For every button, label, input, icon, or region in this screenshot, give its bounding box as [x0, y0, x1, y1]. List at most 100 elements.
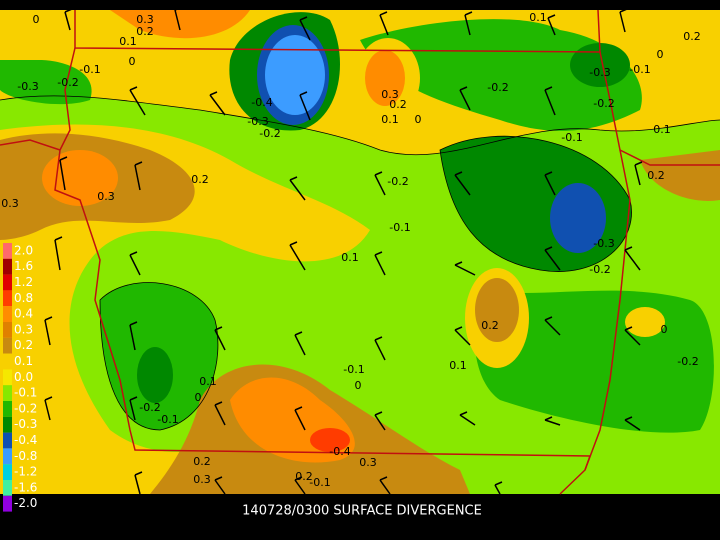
wind-barb-flag	[299, 16, 308, 21]
legend-label: -2.0	[14, 496, 37, 510]
contour-label: 0.3	[1, 197, 19, 210]
legend-swatch	[3, 258, 12, 275]
wind-barb	[44, 399, 51, 421]
wind-barb	[289, 244, 306, 271]
contour-label: -0.1	[629, 63, 650, 76]
wind-barb	[374, 254, 386, 276]
fill-green-w	[0, 60, 92, 105]
legend-swatch	[3, 306, 12, 322]
wind-barb-flag	[294, 331, 303, 336]
legend-label: 0.1	[14, 354, 33, 368]
fill-blue-east	[550, 183, 606, 253]
wind-barb-flag	[544, 86, 553, 91]
wind-barb-flag	[129, 396, 138, 401]
wind-barb	[374, 414, 386, 431]
wind-barb-flag	[294, 476, 303, 481]
wind-barb	[129, 324, 136, 351]
legend-swatch	[3, 495, 12, 512]
wind-barb	[129, 254, 141, 276]
wind-barb	[209, 94, 226, 116]
wind-barb	[454, 264, 476, 276]
contour-label: -0.1	[389, 221, 410, 234]
wind-barb	[214, 329, 226, 351]
legend-label: -0.2	[14, 401, 37, 415]
wind-barb	[374, 174, 386, 196]
contour-label: -0.4	[251, 96, 272, 109]
wind-barb	[294, 409, 306, 431]
wind-barb	[544, 319, 561, 336]
contour-label: 0.3	[381, 88, 399, 101]
wind-barb	[544, 419, 561, 426]
contour-label: 0.3	[193, 473, 211, 486]
fill-red	[310, 428, 350, 452]
wind-barb-flag	[619, 8, 628, 13]
field	[0, 10, 720, 495]
fill-orange-n	[365, 50, 405, 106]
legend-swatch	[3, 464, 12, 480]
wind-barb	[624, 249, 641, 271]
contour-label: 0.3	[359, 456, 377, 469]
contour-label: 0.1	[199, 375, 217, 388]
fill-green-n2	[570, 43, 630, 87]
legend-swatch	[3, 448, 12, 465]
wind-barb-flag	[44, 316, 53, 321]
border-line	[584, 149, 631, 471]
wind-barb	[44, 319, 51, 346]
wind-barb-flag	[374, 171, 383, 176]
wind-barb	[634, 164, 641, 186]
wind-barb-flag	[174, 6, 183, 11]
contour-label: 0.1	[119, 35, 137, 48]
wind-barb	[544, 249, 561, 271]
border-line	[54, 47, 592, 495]
legend-swatch	[3, 369, 12, 386]
legend-swatch	[3, 480, 12, 496]
wind-barbs	[44, 6, 643, 495]
contour-label: -0.2	[593, 97, 614, 110]
contour-line	[0, 95, 720, 156]
wind-barb-flag	[214, 476, 223, 481]
legend-label: 2.0	[14, 243, 33, 257]
contour-label: 0.1	[341, 251, 359, 264]
contour-label: 0	[355, 379, 362, 392]
contour-label: -0.2	[487, 81, 508, 94]
wind-barb-flag	[464, 11, 473, 16]
legend-label: 0.0	[14, 370, 33, 384]
contour-label: 0	[661, 323, 668, 336]
wind-barb-flag	[459, 86, 468, 91]
wind-barb	[374, 339, 386, 361]
contour-label: -0.2	[139, 401, 160, 414]
contour-label: 0	[415, 113, 422, 126]
wind-barb-flag	[129, 321, 138, 326]
wind-barb-flag	[294, 406, 303, 411]
wind-barb-flag	[547, 14, 556, 19]
wind-barb-flag	[544, 316, 553, 321]
contour-label: -0.1	[157, 413, 178, 426]
wind-barb-flag	[289, 241, 298, 246]
legend-swatch	[3, 401, 12, 417]
wind-barb-flag	[624, 326, 633, 331]
contour-label: 0.2	[647, 169, 665, 182]
legend: 2.0 1.6 1.2 0.8 0.40.3 0.2 0.1 0.0 -0.1-0.2 -0.3 -…	[3, 243, 37, 512]
wind-barb	[214, 479, 226, 495]
wind-barb-flag	[214, 326, 223, 331]
contour-label: 0.1	[449, 359, 467, 372]
wind-barb-flag	[134, 161, 143, 166]
contour-label: -0.2	[589, 263, 610, 276]
contour-label: -0.2	[387, 175, 408, 188]
wind-barb-flag	[129, 86, 138, 91]
wind-barb	[544, 89, 556, 116]
wind-barb-flag	[374, 251, 383, 256]
wind-barb	[134, 164, 141, 191]
fill-orange-top	[110, 10, 250, 39]
legend-swatch	[3, 353, 12, 370]
wind-barb	[464, 14, 471, 36]
legend-label: 1.2	[14, 275, 33, 289]
state-borders	[0, 9, 720, 495]
wind-barb	[544, 174, 556, 196]
contour-label: 0.2	[295, 470, 313, 483]
wind-barb-flag	[634, 161, 643, 166]
contour-label: 0.2	[136, 25, 154, 38]
wind-barb	[289, 179, 306, 201]
wind-barb-flag	[544, 171, 553, 176]
